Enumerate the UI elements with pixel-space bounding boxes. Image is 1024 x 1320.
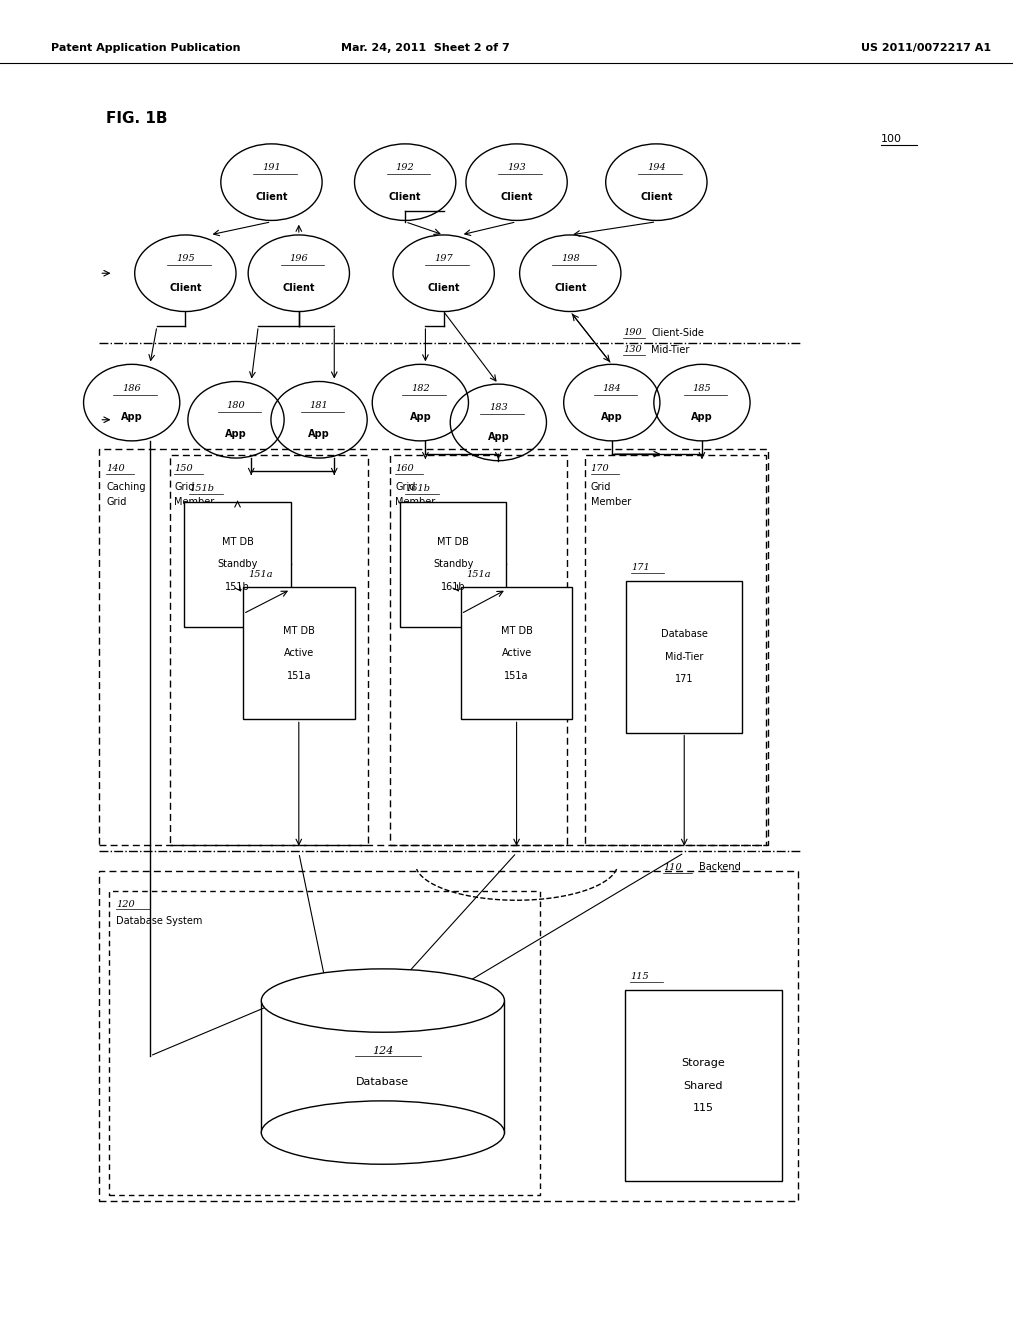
- Text: Client: Client: [501, 191, 532, 202]
- Text: MT DB: MT DB: [283, 626, 314, 636]
- Text: Client: Client: [389, 191, 422, 202]
- Text: 151a: 151a: [505, 671, 528, 681]
- Text: Caching: Caching: [106, 482, 145, 492]
- Text: 193: 193: [507, 164, 526, 172]
- Text: 151a: 151a: [466, 570, 490, 578]
- Bar: [184, 502, 291, 627]
- Text: App: App: [487, 432, 509, 442]
- Text: Grid: Grid: [395, 482, 416, 492]
- Text: 140: 140: [106, 465, 125, 473]
- Ellipse shape: [261, 1101, 505, 1164]
- Text: 160: 160: [395, 465, 414, 473]
- Text: 198: 198: [561, 255, 580, 263]
- Bar: [626, 581, 742, 733]
- Text: 161b: 161b: [406, 484, 430, 492]
- Text: App: App: [601, 412, 623, 422]
- Text: 171: 171: [675, 675, 693, 684]
- Text: 191: 191: [262, 164, 281, 172]
- Text: Standby: Standby: [217, 560, 258, 569]
- Text: Client: Client: [169, 282, 202, 293]
- Text: Grid: Grid: [174, 482, 195, 492]
- Text: Patent Application Publication: Patent Application Publication: [50, 42, 241, 53]
- Text: App: App: [410, 412, 431, 422]
- Text: Client: Client: [427, 282, 460, 293]
- Text: App: App: [225, 429, 247, 440]
- Bar: [586, 455, 766, 845]
- Bar: [99, 449, 768, 845]
- Text: 185: 185: [692, 384, 712, 392]
- Text: 115: 115: [630, 973, 649, 981]
- Text: Shared: Shared: [684, 1081, 723, 1090]
- Text: 171: 171: [631, 564, 650, 572]
- Text: MT DB: MT DB: [501, 626, 532, 636]
- Text: 110: 110: [664, 863, 682, 871]
- Text: 124: 124: [372, 1045, 393, 1056]
- Text: Client: Client: [640, 191, 673, 202]
- Text: 194: 194: [647, 164, 666, 172]
- Text: 151a: 151a: [287, 671, 311, 681]
- Bar: [261, 1001, 505, 1133]
- Text: 151b: 151b: [189, 484, 214, 492]
- Text: 120: 120: [117, 900, 135, 908]
- Text: Client-Side: Client-Side: [651, 327, 705, 338]
- Bar: [625, 990, 782, 1181]
- Text: US 2011/0072217 A1: US 2011/0072217 A1: [861, 42, 991, 53]
- Text: 184: 184: [602, 384, 622, 392]
- Bar: [461, 587, 572, 719]
- Text: Client: Client: [554, 282, 587, 293]
- Text: Grid: Grid: [106, 496, 127, 507]
- Ellipse shape: [261, 969, 505, 1032]
- Text: Mid-Tier: Mid-Tier: [651, 345, 690, 355]
- Text: 186: 186: [122, 384, 141, 392]
- Text: Member: Member: [395, 496, 435, 507]
- Text: App: App: [121, 412, 142, 422]
- Bar: [170, 455, 368, 845]
- Text: Database System: Database System: [117, 916, 203, 927]
- Text: 195: 195: [176, 255, 195, 263]
- Text: 183: 183: [489, 404, 508, 412]
- Text: Client: Client: [255, 191, 288, 202]
- Text: 151b: 151b: [225, 582, 250, 591]
- Text: 161b: 161b: [441, 582, 466, 591]
- Text: 190: 190: [623, 329, 642, 337]
- Text: 151a: 151a: [248, 570, 272, 578]
- Text: 180: 180: [226, 401, 246, 409]
- Text: Client: Client: [283, 282, 315, 293]
- Text: 196: 196: [290, 255, 308, 263]
- Text: Grid: Grid: [591, 482, 611, 492]
- Text: 100: 100: [882, 133, 902, 144]
- Text: 150: 150: [174, 465, 193, 473]
- Bar: [400, 502, 507, 627]
- Text: Member: Member: [591, 496, 631, 507]
- Text: Member: Member: [174, 496, 214, 507]
- Text: 130: 130: [623, 346, 642, 354]
- Text: FIG. 1B: FIG. 1B: [106, 111, 168, 127]
- Text: App: App: [691, 412, 713, 422]
- Text: 181: 181: [309, 401, 329, 409]
- Text: Database: Database: [660, 630, 708, 639]
- Text: 192: 192: [396, 164, 415, 172]
- Text: 197: 197: [434, 255, 453, 263]
- Text: MT DB: MT DB: [221, 537, 254, 546]
- Text: Storage: Storage: [682, 1059, 725, 1068]
- Bar: [110, 891, 540, 1195]
- Text: Active: Active: [284, 648, 314, 659]
- Text: Backend: Backend: [699, 862, 740, 873]
- Text: App: App: [308, 429, 330, 440]
- Bar: [390, 455, 567, 845]
- Bar: [99, 871, 798, 1201]
- Text: Mar. 24, 2011  Sheet 2 of 7: Mar. 24, 2011 Sheet 2 of 7: [341, 42, 510, 53]
- Bar: [243, 587, 354, 719]
- Text: 115: 115: [693, 1104, 714, 1113]
- Text: MT DB: MT DB: [437, 537, 469, 546]
- Text: Active: Active: [502, 648, 531, 659]
- Text: Database: Database: [356, 1077, 410, 1088]
- Text: Standby: Standby: [433, 560, 473, 569]
- Text: 170: 170: [591, 465, 609, 473]
- Text: 182: 182: [411, 384, 430, 392]
- Text: Mid-Tier: Mid-Tier: [665, 652, 703, 661]
